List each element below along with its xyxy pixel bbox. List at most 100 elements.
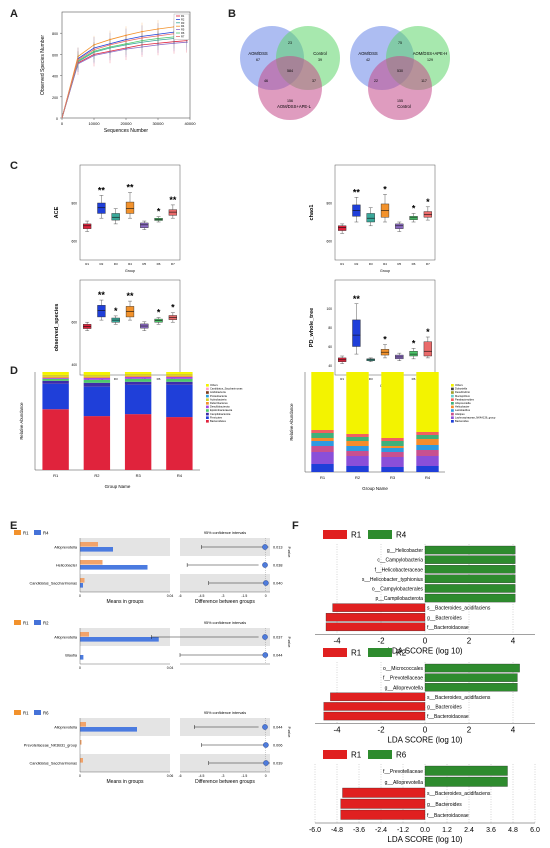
bar-segment-Parabacteroides [346, 434, 369, 437]
venn-set-label: Control [313, 51, 327, 56]
venn-count-abc: 530 [397, 69, 403, 73]
legend-label: Lactobacillus [455, 408, 471, 412]
x-tick-label: R1 [85, 262, 89, 266]
taxon-label: c__Campylobacteria [377, 558, 423, 564]
legend-swatch [206, 384, 209, 387]
x-axis-label: LDA SCORE (log 10) [387, 646, 462, 655]
legend-label: R6 [396, 751, 407, 760]
significance-star: * [157, 207, 161, 217]
bar-segment-Alistipes [416, 450, 439, 456]
bar-segment-Others [381, 372, 404, 438]
difference-point [263, 760, 269, 766]
box-R3 [111, 213, 120, 221]
x-tick-label: R5 [397, 262, 401, 266]
x-tick-label: R7 [171, 262, 175, 266]
x-axis-label: Group [125, 269, 135, 273]
legend-swatch [206, 387, 209, 391]
bar-segment-Bacteroides [416, 466, 439, 472]
bar-segment-Actinobacteria [166, 375, 193, 377]
bar-segment-Lactobacillus [381, 448, 404, 452]
lda-bar [424, 584, 516, 593]
y-tick-label: 100 [326, 307, 332, 311]
legend-swatch [451, 384, 454, 387]
legend-label: R6 [181, 31, 185, 35]
bar-segment-Firmicutes [42, 383, 69, 410]
taxon-label: Alloprevotella [54, 726, 78, 730]
x-axis-label: Group Name [362, 486, 388, 491]
legend-swatch [451, 391, 454, 394]
mean-bar-R1 [80, 578, 85, 583]
lda-bar [424, 673, 518, 682]
y-axis-label: observed_species [54, 304, 60, 352]
bar-segment-Campilobacterota [166, 381, 193, 385]
significance-star: ** [169, 195, 177, 205]
significance-star: ** [98, 290, 106, 300]
x-tick-label: 40000 [184, 121, 196, 126]
y-axis-label: ACE [54, 206, 60, 218]
legend-swatch [451, 402, 454, 405]
lda-bar [424, 555, 516, 564]
bar-segment-Others [42, 372, 69, 375]
p-value: 0.013 [273, 546, 283, 550]
x-axis-label: Group Name [105, 484, 131, 489]
x-tick-label: -3.6 [353, 827, 365, 834]
taxon-label: g__Bacteroides [427, 705, 462, 711]
bar-segment-Proteobacteria [83, 374, 111, 377]
x-tick-label: 0 [79, 666, 81, 670]
legend-swatch [206, 420, 209, 423]
taxon-label: f__Bacteroidaceae [427, 813, 469, 819]
panel-label-e: E [10, 520, 18, 532]
legend-label: Helicobacter [455, 405, 470, 409]
legend-swatch [451, 409, 454, 412]
box-R2 [97, 305, 106, 318]
legend-swatch [206, 412, 209, 416]
legend-swatch [206, 409, 209, 412]
legend-label: Others [455, 383, 463, 387]
x-axis-label: LDA SCORE (log 10) [387, 835, 462, 844]
taxon-label: f__Bacteroidaceae [427, 625, 469, 631]
taxon-label: s__Bacteroides_acidifaciens [427, 791, 491, 797]
data-point [157, 28, 159, 30]
x-tick-label: -4.8 [331, 827, 343, 834]
difference-point [262, 724, 268, 730]
legend-label: R1 [351, 531, 362, 540]
taxon-label: g__Helicobacter [387, 548, 423, 554]
data-point [157, 35, 159, 37]
p-value: 0.039 [273, 762, 283, 766]
venn-count-ac: 22 [374, 79, 378, 83]
legend-swatch [206, 402, 209, 405]
mean-bar-R1 [80, 758, 83, 763]
p-value: 0.038 [273, 564, 283, 568]
legend-label: R4 [396, 531, 407, 540]
taxon-label: g__Bacteroides [427, 615, 462, 621]
legend-label: Firmicutes [210, 415, 223, 419]
taxon-label: f__Bacteroidaceae [427, 714, 469, 720]
venn-set-label: AOM/DSS+APE-H [413, 51, 448, 56]
y-axis-label: chao1 [309, 205, 315, 221]
bar-segment-Actinobacteria [124, 375, 152, 377]
legend-label: R3 [181, 21, 185, 25]
bar-segment-Lachnospiraceae_NK4A136_group [416, 456, 439, 466]
legend-swatch [451, 394, 454, 398]
mean-bar-R4 [80, 583, 83, 588]
y-tick-label: 800 [71, 202, 77, 206]
significance-star: * [114, 306, 118, 316]
y-axis-label: Relative Abundance [19, 402, 24, 440]
taxon-label: Prevotellaceae_NK3B31_group [24, 744, 77, 748]
lda-bar [424, 765, 508, 776]
legend-label: Proteobacteria [210, 394, 227, 398]
y-tick-label: 80 [328, 326, 332, 330]
x-tick-label: -2 [377, 726, 385, 735]
lda-bar [340, 798, 426, 809]
panel-label-c: C [10, 160, 18, 172]
x-tick-label: 2 [467, 726, 472, 735]
bar-segment-Parabacteroides [311, 430, 334, 433]
x-axis-label: Difference between groups [195, 599, 255, 605]
bar-segment-Alistipes [311, 446, 334, 452]
x-axis-label: Means in groups [107, 599, 144, 605]
x-tick-label: 3.6 [486, 827, 496, 834]
difference-point [262, 544, 268, 550]
plot-frame [79, 164, 181, 261]
